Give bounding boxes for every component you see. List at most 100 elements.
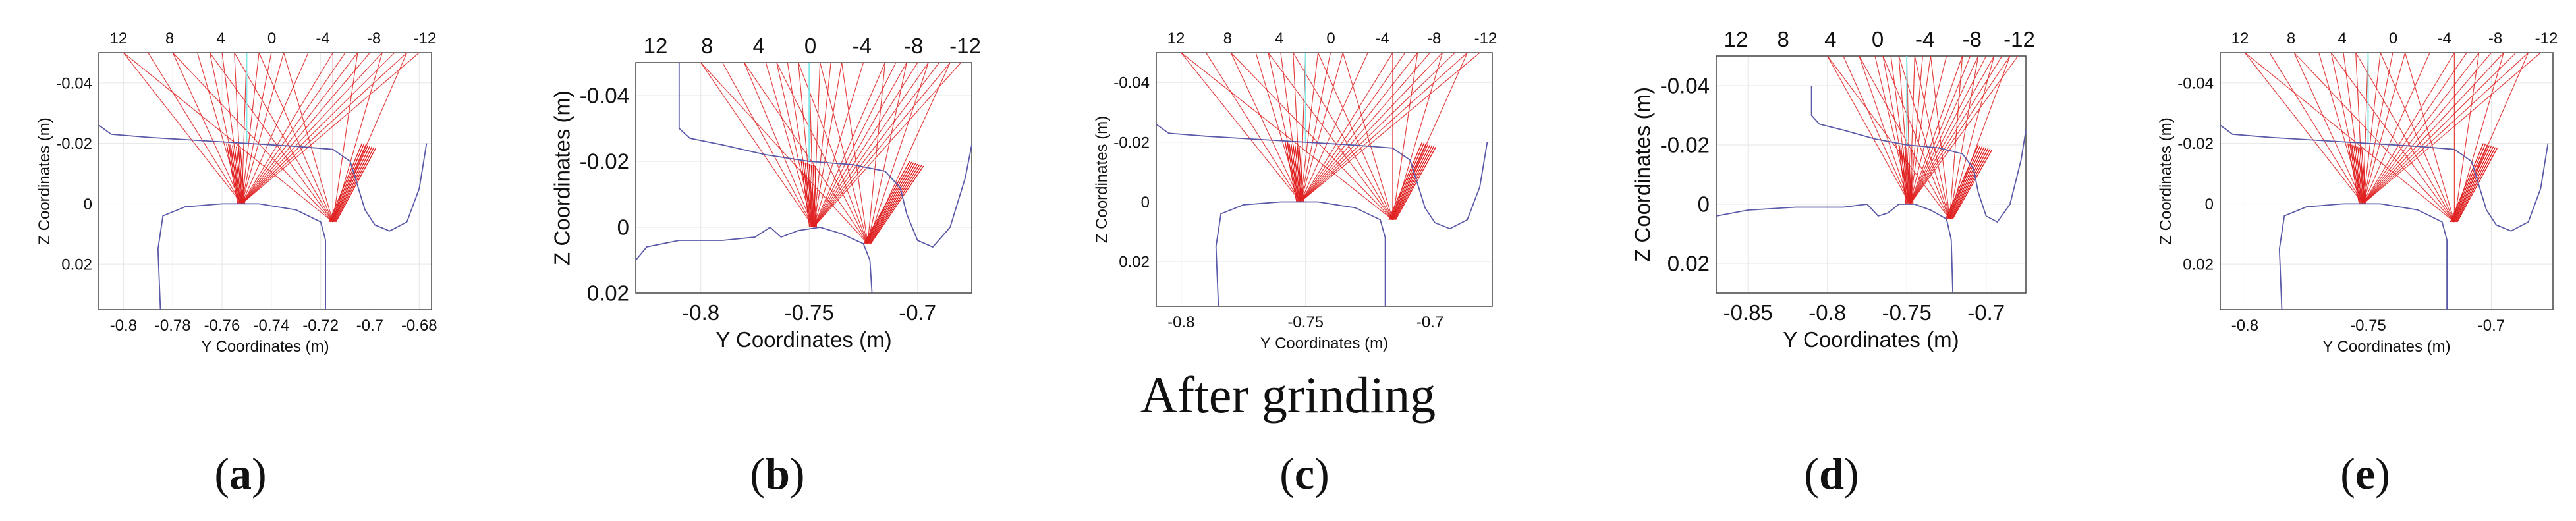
contact-ray xyxy=(2453,52,2504,223)
contact-ray xyxy=(234,52,333,223)
contact-ray xyxy=(1230,52,1393,221)
x-tick-label: -0.7 xyxy=(356,317,383,335)
contact-ray xyxy=(1300,52,1443,202)
y-tick-label: 0.02 xyxy=(1667,252,1710,276)
contact-ray xyxy=(1859,55,1911,205)
contact-ray xyxy=(332,52,383,223)
contact-ray-dense xyxy=(1946,145,1981,219)
contact-ray-dense xyxy=(334,147,375,223)
contact-ray-dense xyxy=(1299,146,1304,202)
x-tick-label: -0.85 xyxy=(1723,300,1773,325)
contact-ray-dense xyxy=(2353,145,2363,204)
contact-ray-dense xyxy=(1904,146,1910,205)
contact-ray xyxy=(123,52,242,204)
contact-ray xyxy=(813,62,907,228)
contact-ray xyxy=(2355,52,2455,223)
x-axis-title: Y Coordinates (m) xyxy=(201,338,329,356)
contact-ray-dense xyxy=(1297,146,1303,202)
plot-frame xyxy=(1716,55,2027,294)
contact-ray-dense xyxy=(1395,146,1437,220)
x-tick-label: -0.8 xyxy=(2231,317,2258,335)
contact-ray xyxy=(744,62,868,244)
contact-ray xyxy=(241,52,272,204)
contact-ray xyxy=(1206,52,1301,202)
contact-ray xyxy=(798,62,868,244)
x-tick-label: -0.8 xyxy=(1808,300,1846,325)
contact-ray xyxy=(2244,52,2364,204)
contact-ray-dense xyxy=(1948,146,1985,219)
y-tick-label: -0.02 xyxy=(56,135,92,153)
contact-ray xyxy=(813,62,940,228)
contact-ray-dense xyxy=(812,165,816,228)
contact-ray xyxy=(1392,52,1443,220)
contact-ray-dense xyxy=(1951,148,1991,219)
wheel-profile-line xyxy=(2220,124,2549,232)
y-tick-label: 0 xyxy=(1141,194,1150,211)
contact-ray-dense xyxy=(2355,146,2364,204)
contact-ray-dense xyxy=(240,148,246,204)
contact-ray-dense xyxy=(333,146,373,223)
contact-ray xyxy=(258,52,333,223)
y-axis-title: Z Coordinates (m) xyxy=(1631,87,1655,262)
y-axis-title: Z Coordinates (m) xyxy=(550,90,574,265)
x-tick-label: -0.76 xyxy=(204,317,240,335)
contact-ray-dense xyxy=(868,164,920,244)
contact-ray-dense xyxy=(230,144,240,204)
x-tick-label: -0.75 xyxy=(785,300,834,325)
contact-ray xyxy=(1909,55,1971,205)
contact-ray xyxy=(1300,52,1343,202)
plot-a: 12 8 4 0 -4 -8 -12 -0.8 -0.78 -0.76 -0.74 -0.72 -0.7… xyxy=(36,30,437,356)
angle-label: 0 xyxy=(804,34,816,58)
y-tick-label: -0.04 xyxy=(1660,74,1710,98)
contact-ray xyxy=(2330,52,2364,204)
rail-profile-line xyxy=(157,203,327,310)
contact-ray-dense xyxy=(866,163,916,244)
contact-ray-dense xyxy=(232,145,242,204)
contact-ray-dense xyxy=(1947,146,1983,219)
contact-ray-dense xyxy=(1293,144,1301,202)
contact-ray-dense xyxy=(865,162,914,244)
wheel-profile-line xyxy=(1810,86,2027,223)
contact-ray xyxy=(1914,55,1950,219)
x-tick-label: -0.8 xyxy=(110,317,137,335)
contact-ray xyxy=(172,52,242,204)
contact-ray-dense xyxy=(870,165,924,244)
y-tick-label: 0.02 xyxy=(61,256,92,274)
plot-frame xyxy=(1156,52,1493,307)
contact-ray xyxy=(1909,55,1923,205)
contact-ray xyxy=(2363,52,2541,204)
contact-ray xyxy=(1843,55,1911,205)
y-tick-label: -0.04 xyxy=(1113,74,1150,92)
contact-ray xyxy=(2363,52,2406,204)
contact-ray xyxy=(123,52,333,223)
contact-ray-dense xyxy=(808,163,814,228)
angle-label: 8 xyxy=(701,34,713,58)
contact-ray-dense xyxy=(1287,142,1299,202)
contact-ray xyxy=(813,62,885,228)
ray-fan xyxy=(123,52,420,223)
contact-ray xyxy=(1392,52,1418,220)
contact-ray xyxy=(1949,55,1979,219)
contact-ray-dense xyxy=(2453,146,2492,223)
angle-label: 0 xyxy=(1872,27,1884,51)
contact-ray xyxy=(867,62,929,244)
contact-ray xyxy=(2453,52,2480,223)
contact-ray xyxy=(1293,52,1301,202)
angle-label: 8 xyxy=(165,30,174,47)
angle-label: 8 xyxy=(1777,27,1789,51)
contact-ray-dense xyxy=(2349,144,2361,204)
contact-ray xyxy=(1300,52,1480,202)
angle-label: 8 xyxy=(1223,30,1232,47)
contact-ray xyxy=(1909,55,1987,205)
plot-frame xyxy=(635,62,972,294)
contact-ray-dense xyxy=(1902,146,1909,205)
contact-ray-dense xyxy=(1295,145,1302,202)
rail-profile-line xyxy=(635,226,873,294)
plot-b: 12 8 4 0 -4 -8 -12 -0.8 -0.75 -0.7 -0.04 -0.02 0 0.02… xyxy=(550,34,981,352)
contact-ray-dense xyxy=(2361,148,2367,204)
contact-ray-dense xyxy=(1289,143,1299,202)
contact-ray xyxy=(241,52,407,204)
contact-ray xyxy=(1230,52,1301,202)
contact-ray-dense xyxy=(329,144,365,223)
contact-ray-dense xyxy=(1910,148,1913,205)
